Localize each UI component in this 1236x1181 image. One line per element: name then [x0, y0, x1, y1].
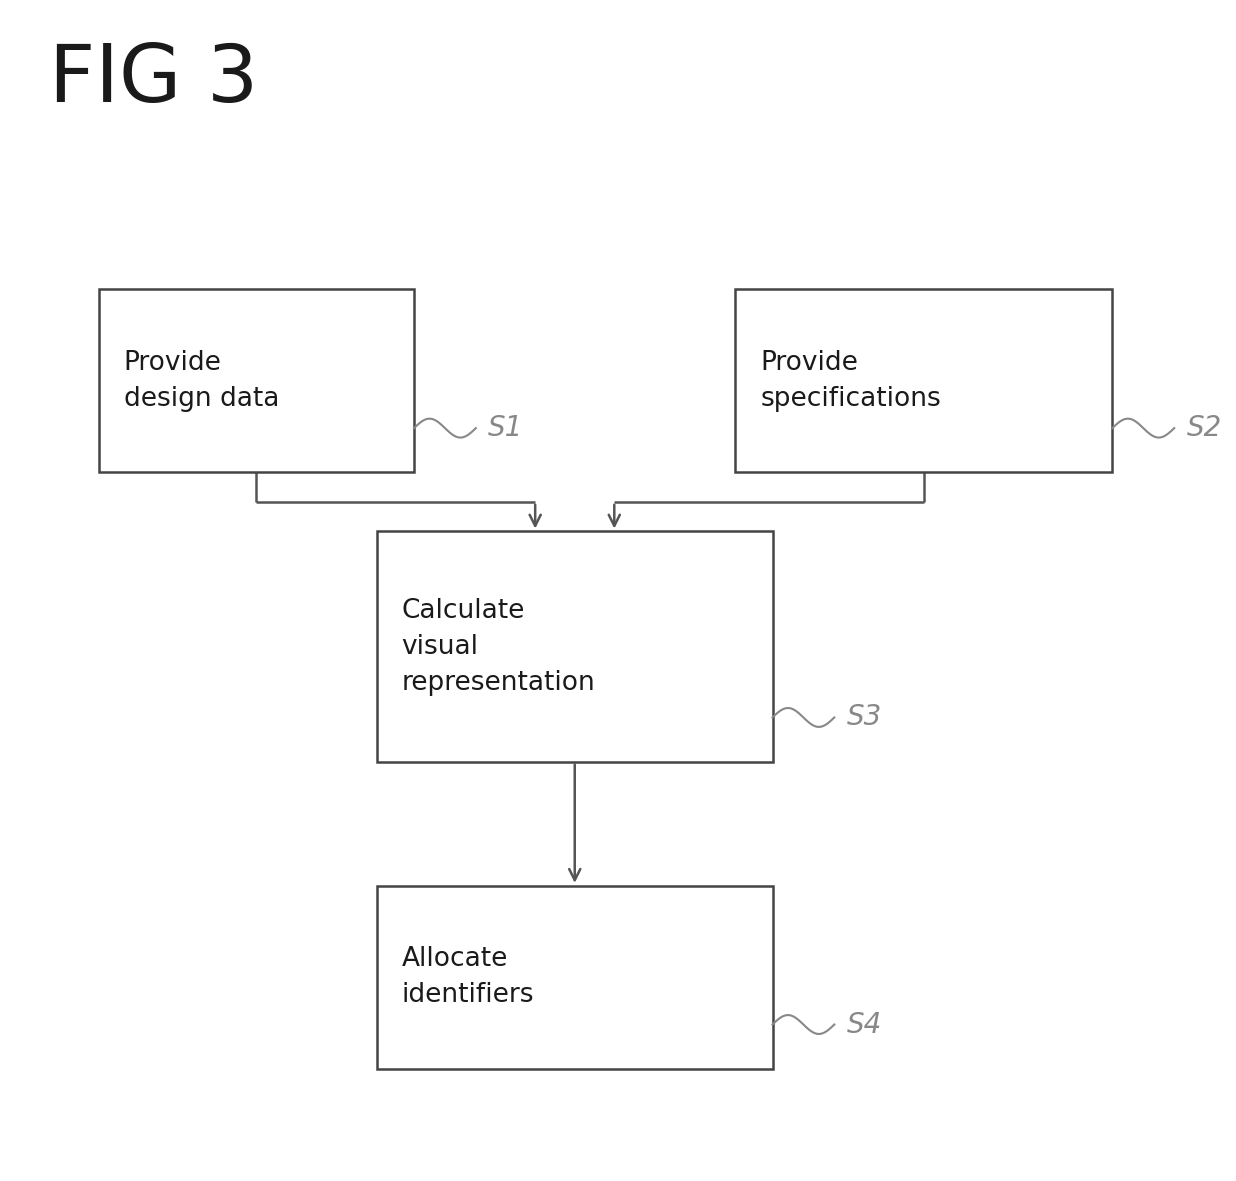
Bar [377, 531, 772, 762]
Text: S3: S3 [847, 704, 883, 731]
Bar [377, 886, 772, 1069]
Text: FIG 3: FIG 3 [49, 41, 258, 119]
Text: S2: S2 [1187, 415, 1222, 442]
Text: Provide
specifications: Provide specifications [760, 350, 941, 412]
Bar [99, 289, 414, 472]
Text: Calculate
visual
representation: Calculate visual representation [402, 598, 596, 696]
Text: Provide
design data: Provide design data [124, 350, 279, 412]
Text: S1: S1 [488, 415, 524, 442]
Text: S4: S4 [847, 1011, 883, 1038]
Bar [735, 289, 1112, 472]
Text: Allocate
identifiers: Allocate identifiers [402, 946, 534, 1009]
